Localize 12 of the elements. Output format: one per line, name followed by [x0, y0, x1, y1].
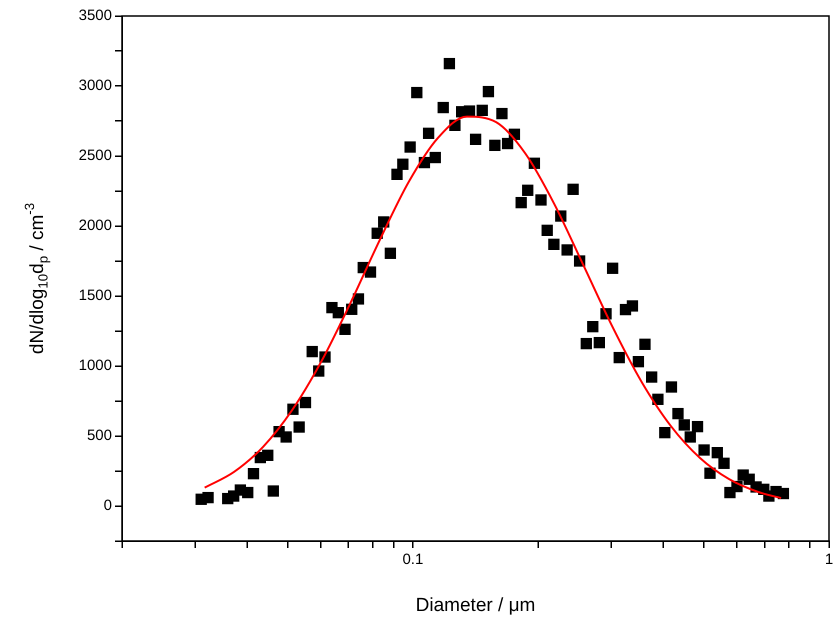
y-tick-label: 3500	[78, 7, 112, 24]
y-tick-label: 500	[86, 427, 112, 444]
x-tick-label: 0.1	[402, 551, 424, 568]
y-axis-title: dN/dlog10dp / cm-3	[22, 202, 50, 354]
y-tick-label: 0	[104, 497, 112, 514]
y-tick-label: 3000	[78, 77, 112, 94]
y-tick-label: 2500	[78, 147, 112, 164]
y-tick-label: 1500	[78, 287, 112, 304]
y-tick-label: 1000	[78, 357, 112, 374]
x-axis-title: Diameter / μm	[416, 594, 536, 616]
y-tick-label: 2000	[78, 217, 112, 234]
x-tick-label: 1	[824, 551, 834, 568]
